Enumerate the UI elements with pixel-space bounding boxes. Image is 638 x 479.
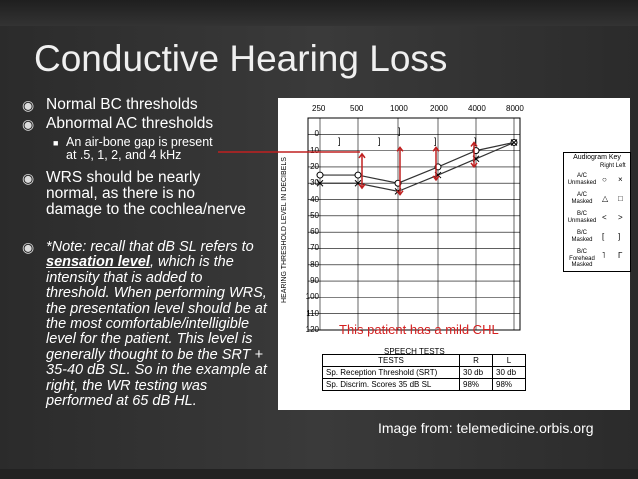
table-header-cell: L xyxy=(492,354,526,367)
bottom-bar xyxy=(0,469,638,479)
arrow-head-up xyxy=(358,152,366,159)
arrow-head-down xyxy=(432,175,440,182)
sub-bullet-icon: ■ xyxy=(53,138,59,148)
table-header-row: TESTS R L xyxy=(322,354,526,367)
table-cell: Sp. Discrim. Scores 35 dB SL xyxy=(322,378,460,391)
arrow-head-up xyxy=(470,141,478,147)
note-bold: sensation level xyxy=(46,254,150,271)
top-bar xyxy=(0,0,638,26)
key-label: B/C Unmasked xyxy=(567,211,597,224)
table-header-cell: TESTS xyxy=(322,354,460,367)
level-tick-label: 110 xyxy=(306,308,319,318)
bc-bracket-marker: ] xyxy=(338,136,341,146)
frequency-tick-label: 8000 xyxy=(506,104,524,113)
key-row: A/C Masked △ □ xyxy=(566,192,630,206)
level-tick-label: 80 xyxy=(310,259,319,269)
series-line xyxy=(320,141,515,184)
frequency-tick-label: 1000 xyxy=(390,104,408,113)
bullet-normal-bc: ◉ Normal BC thresholds xyxy=(22,96,266,114)
level-tick-label: 60 xyxy=(310,227,319,237)
bullet-text: Abnormal AC thresholds xyxy=(46,115,214,132)
table-row: Sp. Reception Threshold (SRT) 30 db 30 d… xyxy=(322,366,526,379)
key-left-symbol: > xyxy=(618,213,623,222)
note-prefix: *Note: recall that dB SL refers to xyxy=(46,239,254,255)
key-right-symbol: ˥ xyxy=(602,251,606,260)
table-cell: 98% xyxy=(492,378,526,391)
arrow-head-up xyxy=(432,146,440,152)
data-point-o xyxy=(316,171,324,179)
bc-bracket-marker: ] xyxy=(398,126,401,136)
frequency-tick-label: 250 xyxy=(312,104,326,113)
key-title: Audiogram Key xyxy=(573,154,621,161)
level-tick-label: 0 xyxy=(314,129,319,139)
bullet-note: ◉ *Note: recall that dB SL refers to sen… xyxy=(22,239,268,410)
bc-bracket-marker: ] xyxy=(474,136,477,146)
sub-bullet-air-bone-gap: ■ An air-bone gap is present at .5, 1, 2… xyxy=(53,135,216,162)
image-caption: Image from: telemedicine.orbis.org xyxy=(378,420,594,436)
bullet-icon: ◉ xyxy=(22,97,35,113)
arrow-head-down xyxy=(358,183,366,190)
note-rest: , which is the intensity that is added t… xyxy=(46,254,267,410)
arrow-head-down xyxy=(470,162,478,169)
key-left-symbol: □ xyxy=(618,194,623,203)
bullet-text: Normal BC thresholds xyxy=(46,96,198,113)
key-label: A/C Masked xyxy=(571,192,593,205)
key-row: B/C Masked [] xyxy=(566,230,630,244)
key-label: B/C Forehead Masked xyxy=(569,249,595,268)
frequency-tick-label: 4000 xyxy=(468,104,486,113)
table-cell: 30 db xyxy=(459,366,493,379)
table-cell: 98% xyxy=(459,378,493,391)
bc-bracket-marker: ] xyxy=(378,136,381,146)
speech-tests-title: SPEECH TESTS xyxy=(384,347,445,356)
arrow-head-down xyxy=(396,190,404,196)
data-point-x xyxy=(316,179,324,187)
bullet-icon: ◉ xyxy=(22,239,35,255)
frequency-tick-label: 500 xyxy=(350,104,364,113)
level-tick-label: 30 xyxy=(310,178,319,188)
key-left-symbol: ] xyxy=(618,232,621,241)
sub-bullet-text: An air-bone gap is present at .5, 1, 2, … xyxy=(66,135,213,162)
table-row: Sp. Discrim. Scores 35 dB SL 98% 98% xyxy=(322,378,526,391)
key-header: Right Left xyxy=(600,163,626,169)
grid-frame xyxy=(307,117,521,331)
slide-title: Conductive Hearing Loss xyxy=(34,38,448,79)
chl-annotation: This patient has a mild CHL xyxy=(339,322,499,337)
table-cell: 30 db xyxy=(492,366,526,379)
key-row: A/C Unmasked ○ × xyxy=(566,173,630,187)
arrow-head-up xyxy=(396,146,404,152)
key-row: B/C Forehead Masked ˥ Γ xyxy=(566,249,630,268)
key-left-symbol: × xyxy=(618,175,623,184)
level-tick-label: 100 xyxy=(305,292,319,302)
frequency-tick-label: 2000 xyxy=(430,104,448,113)
bullet-wrs: ◉ WRS should be nearly normal, as there … xyxy=(22,169,246,218)
series-line xyxy=(320,141,515,193)
bullet-text: WRS should be nearly normal, as there is… xyxy=(46,169,246,218)
bullet-icon: ◉ xyxy=(22,170,35,186)
bc-bracket-marker: ] xyxy=(434,136,437,146)
bullet-abnormal-ac: ◉ Abnormal AC thresholds xyxy=(22,115,266,133)
key-left-symbol: Γ xyxy=(618,251,623,260)
data-point-o xyxy=(354,171,362,179)
key-label: B/C Masked xyxy=(571,230,593,243)
key-right-symbol: △ xyxy=(602,194,609,203)
table-cell: Sp. Reception Threshold (SRT) xyxy=(322,366,460,379)
key-right-symbol: < xyxy=(602,213,607,222)
level-tick-label: 10 xyxy=(310,145,319,155)
table-header-cell: R xyxy=(459,354,493,367)
key-right-symbol: [ xyxy=(602,232,605,241)
key-row: B/C Unmasked < > xyxy=(566,211,630,225)
level-tick-label: 40 xyxy=(310,194,319,204)
audiogram-key: Audiogram Key Right Left A/C Unmasked ○ × A… xyxy=(563,152,631,272)
level-tick-label: 70 xyxy=(310,243,319,253)
bullet-icon: ◉ xyxy=(22,116,35,132)
level-tick-label: 90 xyxy=(310,276,319,286)
key-right-symbol: ○ xyxy=(602,175,607,184)
speech-tests-table: TESTS R L Sp. Reception Threshold (SRT) … xyxy=(322,354,526,391)
level-tick-label: 50 xyxy=(310,210,319,220)
key-label: A/C Unmasked xyxy=(567,173,597,186)
level-tick-label: 20 xyxy=(310,161,319,171)
data-point-x xyxy=(510,139,518,146)
